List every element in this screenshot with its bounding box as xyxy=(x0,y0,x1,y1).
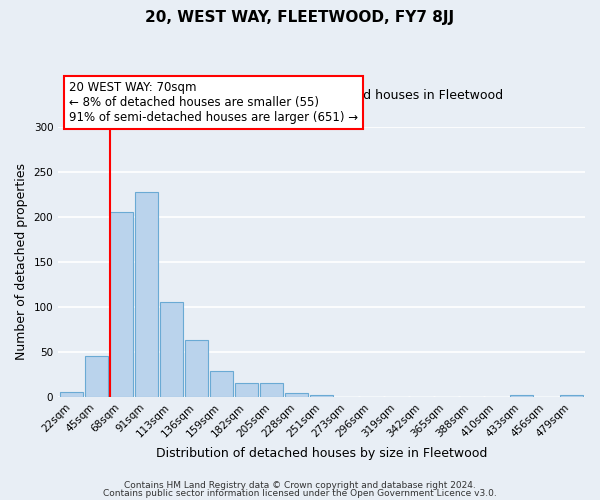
Bar xyxy=(260,384,283,397)
Bar xyxy=(560,395,583,397)
Bar xyxy=(61,392,83,397)
Bar xyxy=(310,395,333,397)
Bar xyxy=(136,192,158,397)
Text: Contains public sector information licensed under the Open Government Licence v3: Contains public sector information licen… xyxy=(103,488,497,498)
Bar xyxy=(185,340,208,397)
Y-axis label: Number of detached properties: Number of detached properties xyxy=(15,164,28,360)
Bar xyxy=(110,212,133,397)
X-axis label: Distribution of detached houses by size in Fleetwood: Distribution of detached houses by size … xyxy=(156,447,487,460)
Text: 20 WEST WAY: 70sqm
← 8% of detached houses are smaller (55)
91% of semi-detached: 20 WEST WAY: 70sqm ← 8% of detached hous… xyxy=(69,81,358,124)
Bar xyxy=(85,356,109,397)
Text: Contains HM Land Registry data © Crown copyright and database right 2024.: Contains HM Land Registry data © Crown c… xyxy=(124,481,476,490)
Text: 20, WEST WAY, FLEETWOOD, FY7 8JJ: 20, WEST WAY, FLEETWOOD, FY7 8JJ xyxy=(145,10,455,25)
Bar xyxy=(510,395,533,397)
Bar xyxy=(210,371,233,397)
Bar xyxy=(285,394,308,397)
Bar xyxy=(235,384,258,397)
Title: Size of property relative to detached houses in Fleetwood: Size of property relative to detached ho… xyxy=(140,89,503,102)
Bar xyxy=(160,302,183,397)
